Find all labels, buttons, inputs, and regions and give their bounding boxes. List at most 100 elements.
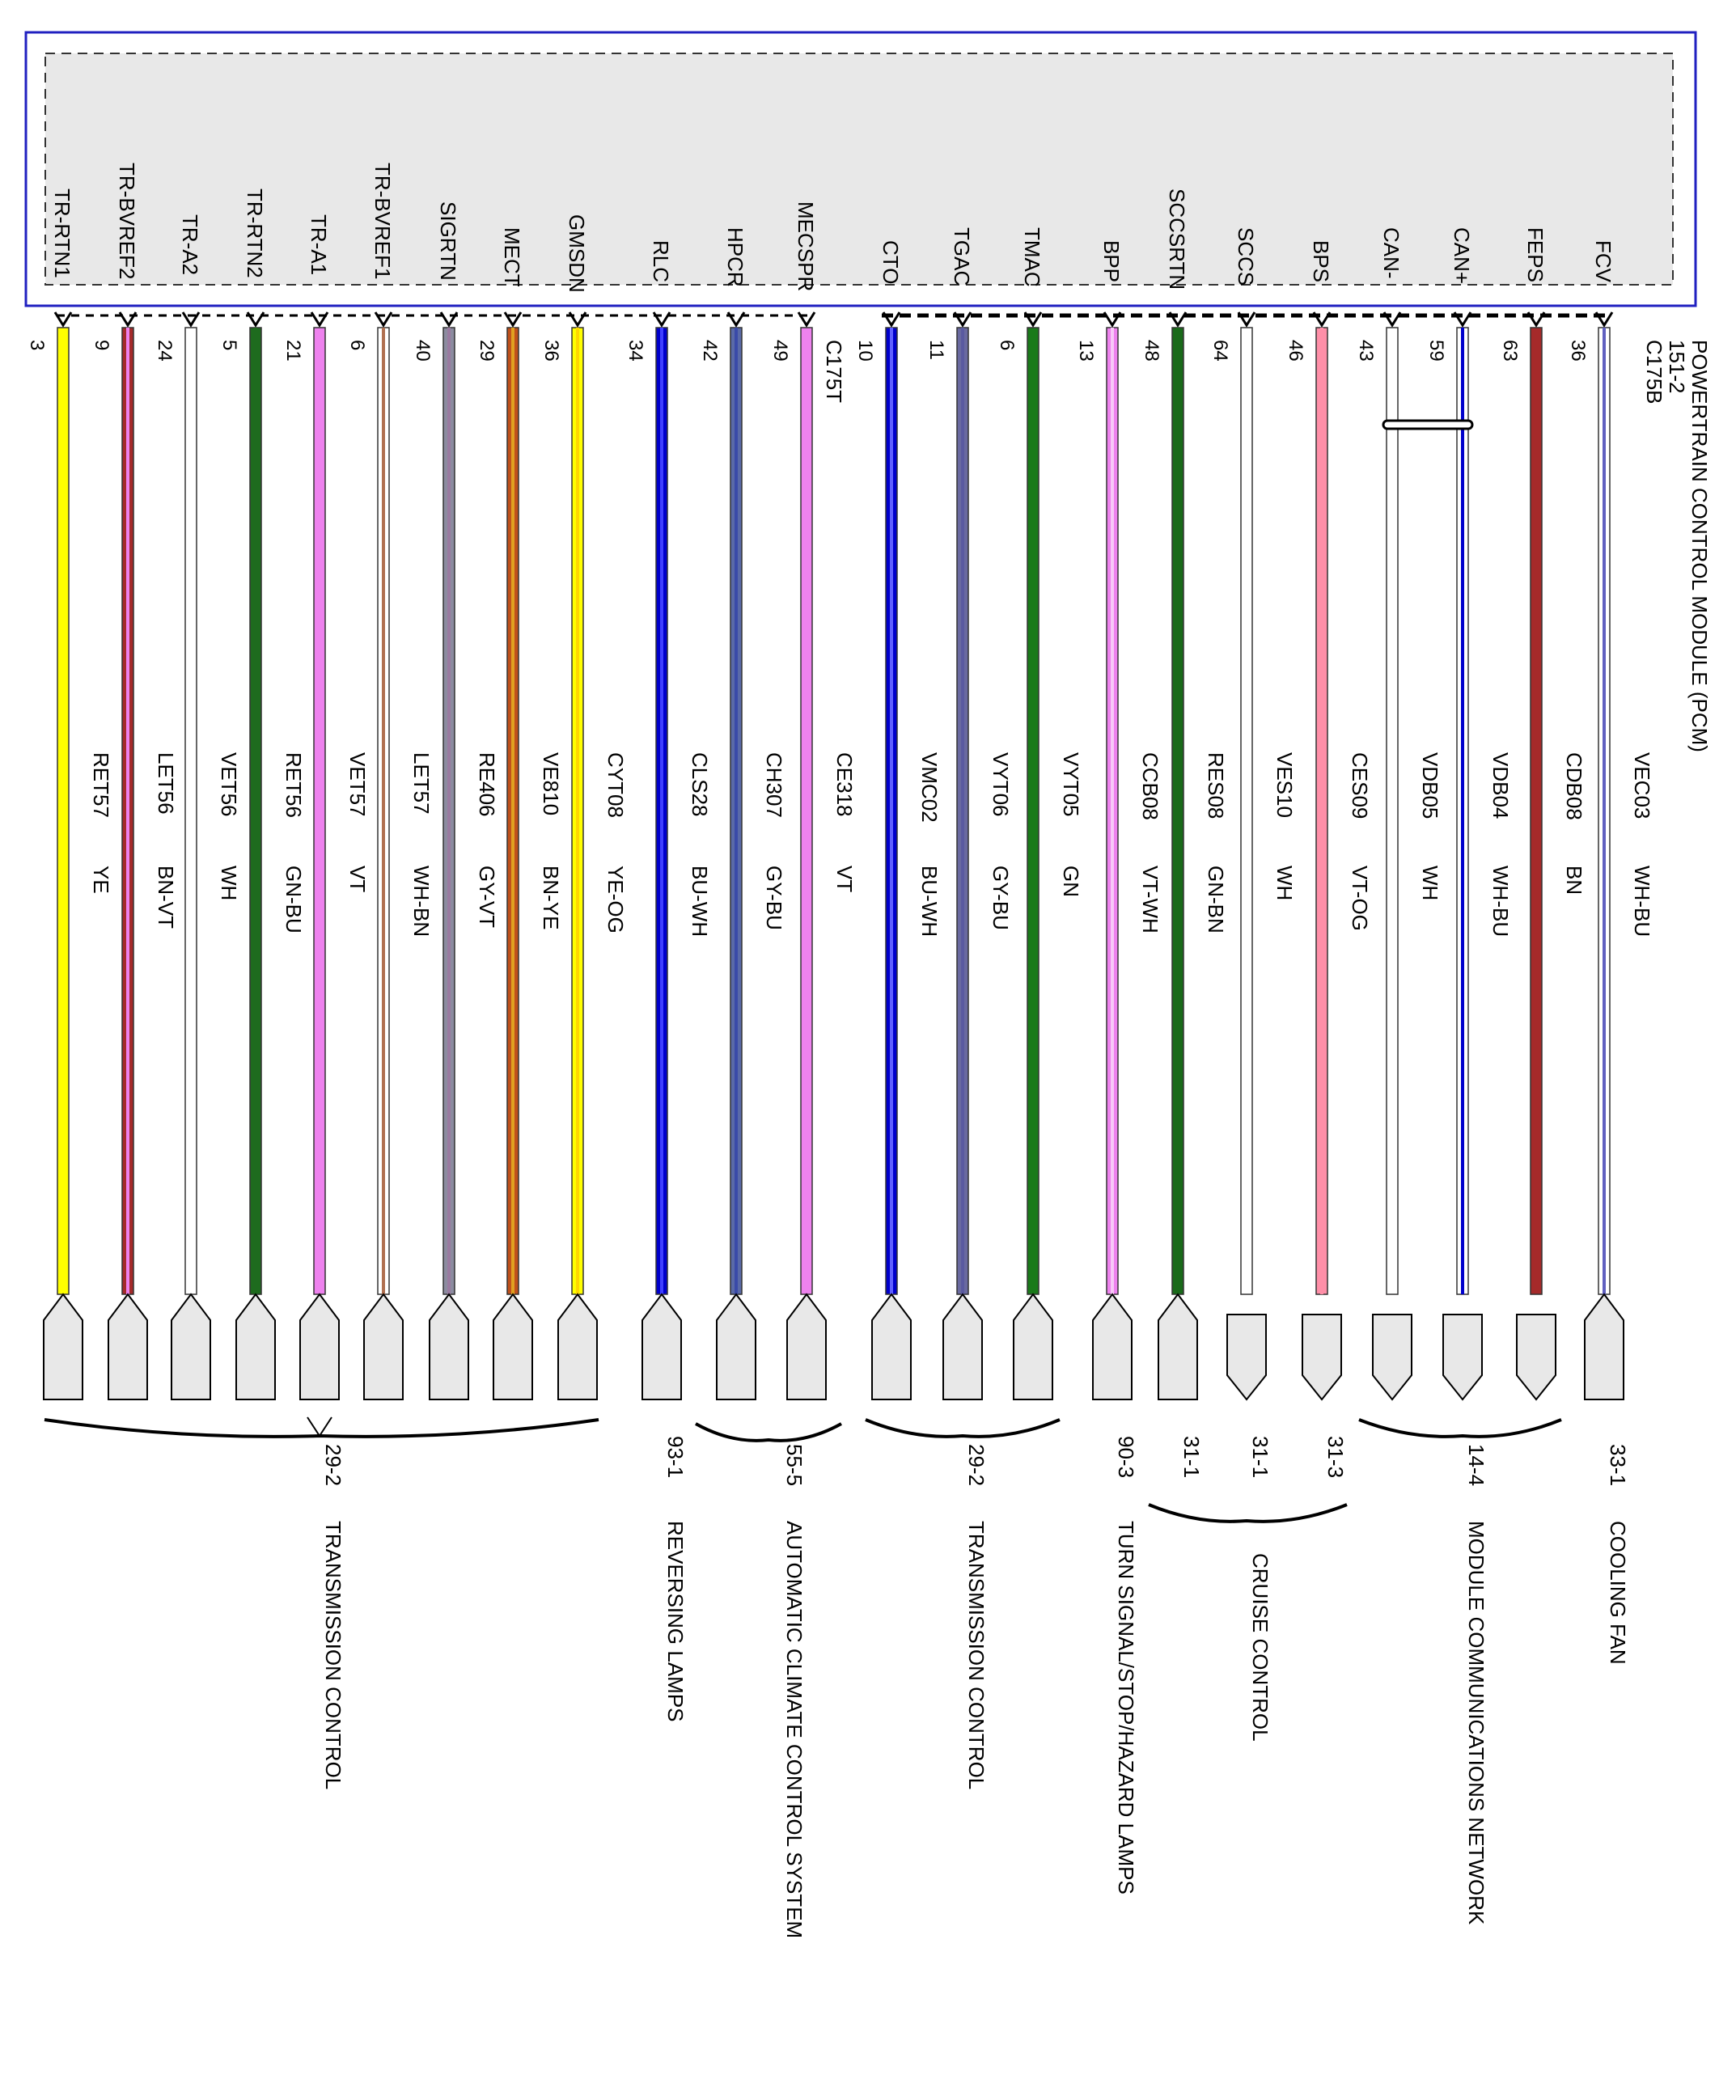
- signal-name: FCV: [1591, 240, 1615, 283]
- wire-body: [57, 327, 70, 1295]
- circuit-id: RE406: [475, 752, 499, 817]
- reference-6: 31-1 CRUISE CONTROL: [1248, 1436, 1272, 1742]
- reference-2: 55-5 AUTOMATIC CLIMATE CONTROL SYSTEM: [782, 1444, 807, 1938]
- wire-stripe: [1603, 328, 1606, 1294]
- wire-21: FEPS 63 CDB08 BN: [1499, 227, 1586, 1401]
- circuit-id: VEC03: [1630, 752, 1654, 819]
- wire-3: TR-RTN2 5 RET56 GN-BU: [218, 188, 306, 1400]
- reference-number: 31-1: [1179, 1436, 1204, 1478]
- wire-13: TGAC 11 VYT06 GY-BU: [925, 227, 1013, 1400]
- pcm-module-connector: 151-2: [1665, 340, 1689, 394]
- signal-name: TR-RTN2: [243, 188, 267, 278]
- wire-stripe: [735, 328, 738, 1294]
- reference-number: 33-1: [1606, 1444, 1630, 1486]
- pin-arrow: [568, 311, 587, 328]
- reference-4: 90-3 TURN SIGNAL/STOP/HAZARD LAMPS: [1114, 1436, 1138, 1895]
- circuit-id: CH307: [762, 752, 786, 818]
- circuit-id: VE810: [539, 752, 563, 815]
- wire-body: [1530, 327, 1543, 1295]
- circuit-id: RET56: [282, 752, 306, 818]
- signal-name: GMSDN: [565, 214, 589, 293]
- terminal-connector: [716, 1293, 756, 1400]
- color-code: BN-YE: [539, 866, 563, 929]
- circuit-id: LET56: [154, 752, 178, 815]
- color-code: BU-WH: [688, 866, 712, 937]
- circuit-id: VYT05: [1059, 752, 1083, 817]
- pin-arrow: [439, 311, 459, 328]
- wire-10: HPCR 42 CH307 GY-BU: [699, 227, 786, 1400]
- color-code: GY-BU: [989, 866, 1013, 930]
- pcm-connector-t: C175T: [822, 340, 846, 403]
- reference-title: TRANSMISSION CONTROL: [964, 1521, 989, 1789]
- terminal-connector: [942, 1293, 983, 1400]
- reference-8: 14-4 MODULE COMMUNICATIONS NETWORK: [1464, 1444, 1488, 1925]
- wire-5: TR-BVREF1 6 LET57 WH-BN: [346, 163, 434, 1400]
- pin-arrow: [953, 311, 972, 328]
- color-code: YE: [89, 866, 113, 894]
- terminal-connector: [557, 1293, 598, 1400]
- signal-name: TR-RTN1: [50, 188, 74, 278]
- wire-body: [1027, 327, 1039, 1295]
- signal-name: SCCS: [1234, 227, 1258, 286]
- pin-arrow: [1526, 311, 1546, 328]
- pin-arrow: [1594, 311, 1614, 328]
- wire-stripe: [254, 328, 257, 1294]
- pin-number: 63: [1499, 340, 1521, 362]
- color-code: VT-OG: [1348, 866, 1372, 931]
- twisted-pair-marker: [1382, 419, 1474, 430]
- pin-arrow: [1382, 311, 1402, 328]
- signal-name: BPS: [1309, 240, 1333, 282]
- terminal-connector: [493, 1293, 533, 1400]
- pin-number: 42: [699, 340, 721, 362]
- reference-number: 14-4: [1464, 1444, 1488, 1486]
- color-code: BU-WH: [917, 866, 942, 937]
- reference-title: TRANSMISSION CONTROL: [321, 1521, 345, 1789]
- terminal-connector: [1158, 1293, 1198, 1400]
- pin-number: 3: [26, 340, 48, 350]
- wire-7: MECT 29 VE810 BN-YE: [476, 227, 563, 1400]
- wire-stripe: [1176, 328, 1179, 1294]
- circuit-id: CDB08: [1562, 752, 1586, 820]
- reference-5: 31-1: [1179, 1436, 1204, 1478]
- circuit-id: CLS28: [688, 752, 712, 817]
- reference-0: 29-2 TRANSMISSION CONTROL: [321, 1444, 345, 1789]
- reference-number: 29-2: [321, 1444, 345, 1486]
- color-code: WH: [1418, 866, 1442, 900]
- pin-arrow: [1103, 311, 1122, 328]
- reference-number: 31-1: [1248, 1436, 1272, 1478]
- wire-body: [184, 327, 197, 1295]
- color-code: WH: [217, 866, 241, 900]
- color-code: WH-BU: [1488, 866, 1513, 937]
- pin-arrow: [53, 311, 73, 328]
- signal-name: TR-A1: [307, 214, 331, 275]
- pin-arrow: [652, 311, 671, 328]
- pin-arrow: [1168, 311, 1188, 328]
- pin-arrow: [503, 311, 523, 328]
- reference-title: TURN SIGNAL/STOP/HAZARD LAMPS: [1114, 1521, 1138, 1895]
- terminal-connector: [1516, 1314, 1556, 1401]
- color-code: VT: [345, 866, 370, 892]
- terminal-connector: [1302, 1314, 1342, 1401]
- pin-number: 13: [1075, 340, 1097, 362]
- pin-number: 40: [412, 340, 434, 362]
- wire-6: SIGRTN 40 RE406 GY-VT: [412, 201, 499, 1400]
- wire-22: FCV 36 VEC03 WH-BU: [1567, 240, 1654, 1400]
- wire-stripe: [126, 328, 129, 1294]
- circuit-id: RES08: [1204, 752, 1228, 819]
- pin-number: 59: [1425, 340, 1447, 362]
- wire-body: [1240, 327, 1253, 1295]
- circuit-id: CE318: [832, 752, 857, 817]
- terminal-connector: [641, 1293, 682, 1400]
- wire-19: CAN- 43 VDB05 WH: [1355, 227, 1442, 1401]
- pcm-module-connector-b: C175B: [1642, 340, 1666, 404]
- signal-name: CAN+: [1450, 227, 1474, 284]
- terminal-connector: [1013, 1293, 1053, 1400]
- pin-arrow: [181, 311, 201, 328]
- signal-name: SIGRTN: [436, 201, 460, 281]
- wire-4: TR-A1 21 VET57 VT: [282, 214, 370, 1400]
- reference-number: 29-2: [964, 1444, 989, 1486]
- terminal-connector: [1226, 1314, 1267, 1401]
- terminal-connector: [43, 1293, 83, 1400]
- wire-stripe: [576, 328, 579, 1294]
